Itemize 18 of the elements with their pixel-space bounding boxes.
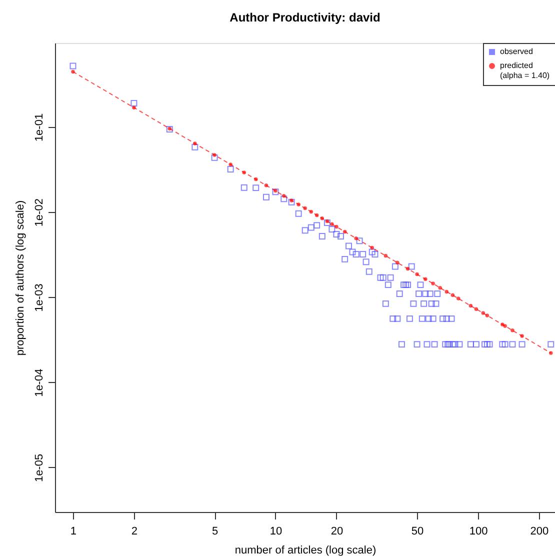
y-tick-label: 1e-05 — [34, 454, 46, 482]
x-tick-label: 2 — [131, 526, 138, 538]
x-tick-label: 200 — [530, 526, 549, 538]
y-tick-label: 1e-03 — [34, 284, 46, 312]
y-tick-label: 1e-02 — [34, 198, 46, 227]
y-axis-title: proportion of authors (log scale) — [14, 200, 26, 356]
x-tick-label: 100 — [469, 526, 488, 538]
x-tick-label: 1 — [70, 526, 77, 538]
chart-title: Author Productivity: david — [230, 10, 380, 24]
x-tick-label: 5 — [212, 526, 218, 538]
x-axis-title: number of articles (log scale) — [234, 544, 376, 556]
y-tick-label: 1e-01 — [34, 113, 46, 142]
legend-label: predicted (alpha = 1.40) — [500, 61, 550, 80]
x-tick-label: 20 — [330, 526, 344, 538]
legend-label: observed — [500, 47, 533, 56]
y-tick-label: 1e-04 — [34, 368, 46, 397]
x-tick-label: 50 — [411, 526, 424, 538]
x-tick-label: 10 — [270, 526, 282, 538]
